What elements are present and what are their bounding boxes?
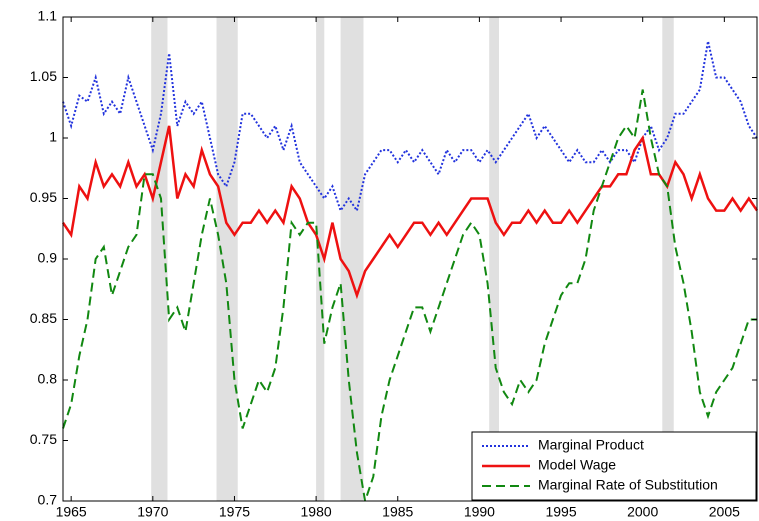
y-tick-label: 1.05 — [30, 68, 57, 84]
legend-label: Model Wage — [538, 457, 616, 473]
y-tick-label: 1 — [49, 129, 57, 145]
shaded-period — [662, 17, 674, 501]
shaded-period — [316, 17, 325, 501]
y-tick-label: 0.75 — [30, 431, 57, 447]
shaded-period — [340, 17, 364, 501]
y-tick-label: 0.85 — [30, 310, 57, 326]
x-tick-label: 1975 — [219, 504, 250, 520]
y-tick-label: 1.1 — [38, 8, 58, 24]
series-line — [61, 125, 759, 300]
x-tick-label: 1970 — [137, 504, 168, 520]
y-tick-label: 0.95 — [30, 189, 57, 205]
legend-label: Marginal Product — [538, 437, 644, 453]
x-tick-label: 2005 — [709, 504, 740, 520]
series-line — [62, 89, 757, 502]
y-tick-label: 0.8 — [38, 371, 58, 387]
x-tick-label: 1995 — [545, 504, 576, 520]
y-tick-label: 0.7 — [38, 492, 58, 508]
shaded-period — [489, 17, 499, 501]
y-tick-label: 0.9 — [38, 250, 58, 266]
x-tick-label: 1980 — [301, 504, 332, 520]
x-tick-label: 1985 — [382, 504, 413, 520]
legend-label: Marginal Rate of Substitution — [538, 477, 718, 493]
shaded-period — [216, 17, 238, 501]
shaded-period — [151, 17, 168, 501]
x-tick-label: 2000 — [627, 504, 658, 520]
x-tick-label: 1965 — [56, 504, 87, 520]
x-tick-label: 1990 — [464, 504, 495, 520]
